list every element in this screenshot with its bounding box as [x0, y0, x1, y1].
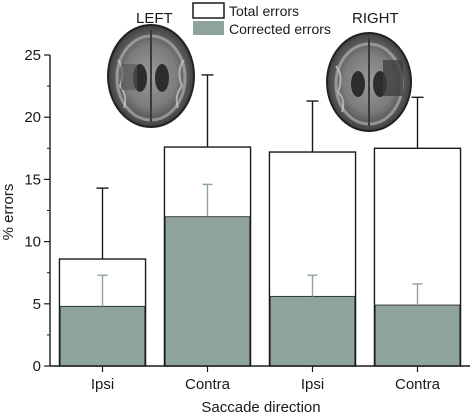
x-tick-label: Contra — [395, 376, 441, 393]
legend-label-total: Total errors — [229, 3, 299, 19]
legend-label-corrected: Corrected errors — [229, 21, 331, 37]
y-tick-label: 15 — [24, 171, 41, 188]
legend: Total errors Corrected errors — [192, 2, 331, 37]
brain-scan-right: RIGHT — [326, 10, 412, 132]
bar-corrected-errors — [374, 304, 461, 367]
x-tick-label: Ipsi — [301, 376, 324, 393]
plot-area: Ipsi Contra Ipsi Contra 0 5 10 15 20 25 — [24, 47, 470, 393]
bar-corrected-errors — [269, 295, 356, 367]
bar-corrected-errors — [59, 305, 146, 367]
y-tick-label: 10 — [24, 234, 41, 251]
y-axis-label: % errors — [0, 184, 17, 241]
y-tick-label: 25 — [24, 47, 41, 64]
group-label-left: LEFT — [136, 10, 173, 27]
legend-swatch-total — [192, 2, 225, 19]
brain-scan-left: LEFT — [107, 10, 195, 128]
y-tick-label: 0 — [33, 358, 41, 375]
x-tick-label: Ipsi — [91, 376, 114, 393]
y-tick-label: 20 — [24, 109, 41, 126]
x-tick-label: Contra — [185, 376, 231, 393]
y-tick-label: 5 — [33, 296, 41, 313]
x-axis-label: Saccade direction — [201, 399, 320, 416]
legend-swatch-corrected — [193, 21, 224, 35]
group-label-right: RIGHT — [352, 10, 399, 27]
bar-corrected-errors — [164, 216, 251, 367]
